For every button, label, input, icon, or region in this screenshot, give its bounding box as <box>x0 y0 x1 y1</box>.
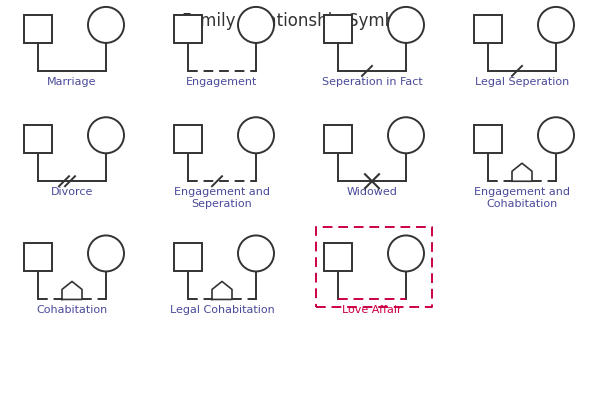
Bar <box>174 15 202 43</box>
Circle shape <box>88 7 124 43</box>
Text: Engagement: Engagement <box>187 77 257 87</box>
Circle shape <box>238 7 274 43</box>
Bar <box>324 243 352 271</box>
Circle shape <box>388 236 424 271</box>
Circle shape <box>238 117 274 153</box>
Bar <box>474 125 502 153</box>
Bar <box>24 125 52 153</box>
Circle shape <box>538 7 574 43</box>
Text: Seperation in Fact: Seperation in Fact <box>322 77 422 87</box>
Text: Love Affair: Love Affair <box>342 305 402 316</box>
Text: Engagement and
Cohabitation: Engagement and Cohabitation <box>474 187 570 209</box>
Bar <box>474 15 502 43</box>
Text: Divorce: Divorce <box>51 187 93 197</box>
Circle shape <box>88 117 124 153</box>
Circle shape <box>538 117 574 153</box>
Bar <box>324 125 352 153</box>
Bar <box>174 243 202 271</box>
Text: Widowed: Widowed <box>347 187 397 197</box>
Circle shape <box>388 7 424 43</box>
Circle shape <box>388 117 424 153</box>
Text: Cohabitation: Cohabitation <box>37 305 107 316</box>
Bar <box>24 243 52 271</box>
Text: Family Relationship Symbols: Family Relationship Symbols <box>182 12 418 30</box>
Text: Engagement and
Seperation: Engagement and Seperation <box>174 187 270 209</box>
Text: Marriage: Marriage <box>47 77 97 87</box>
Circle shape <box>88 236 124 271</box>
Circle shape <box>238 236 274 271</box>
Bar <box>174 125 202 153</box>
Bar <box>324 15 352 43</box>
Bar <box>24 15 52 43</box>
Text: Legal Seperation: Legal Seperation <box>475 77 569 87</box>
Text: Legal Cohabitation: Legal Cohabitation <box>170 305 274 316</box>
